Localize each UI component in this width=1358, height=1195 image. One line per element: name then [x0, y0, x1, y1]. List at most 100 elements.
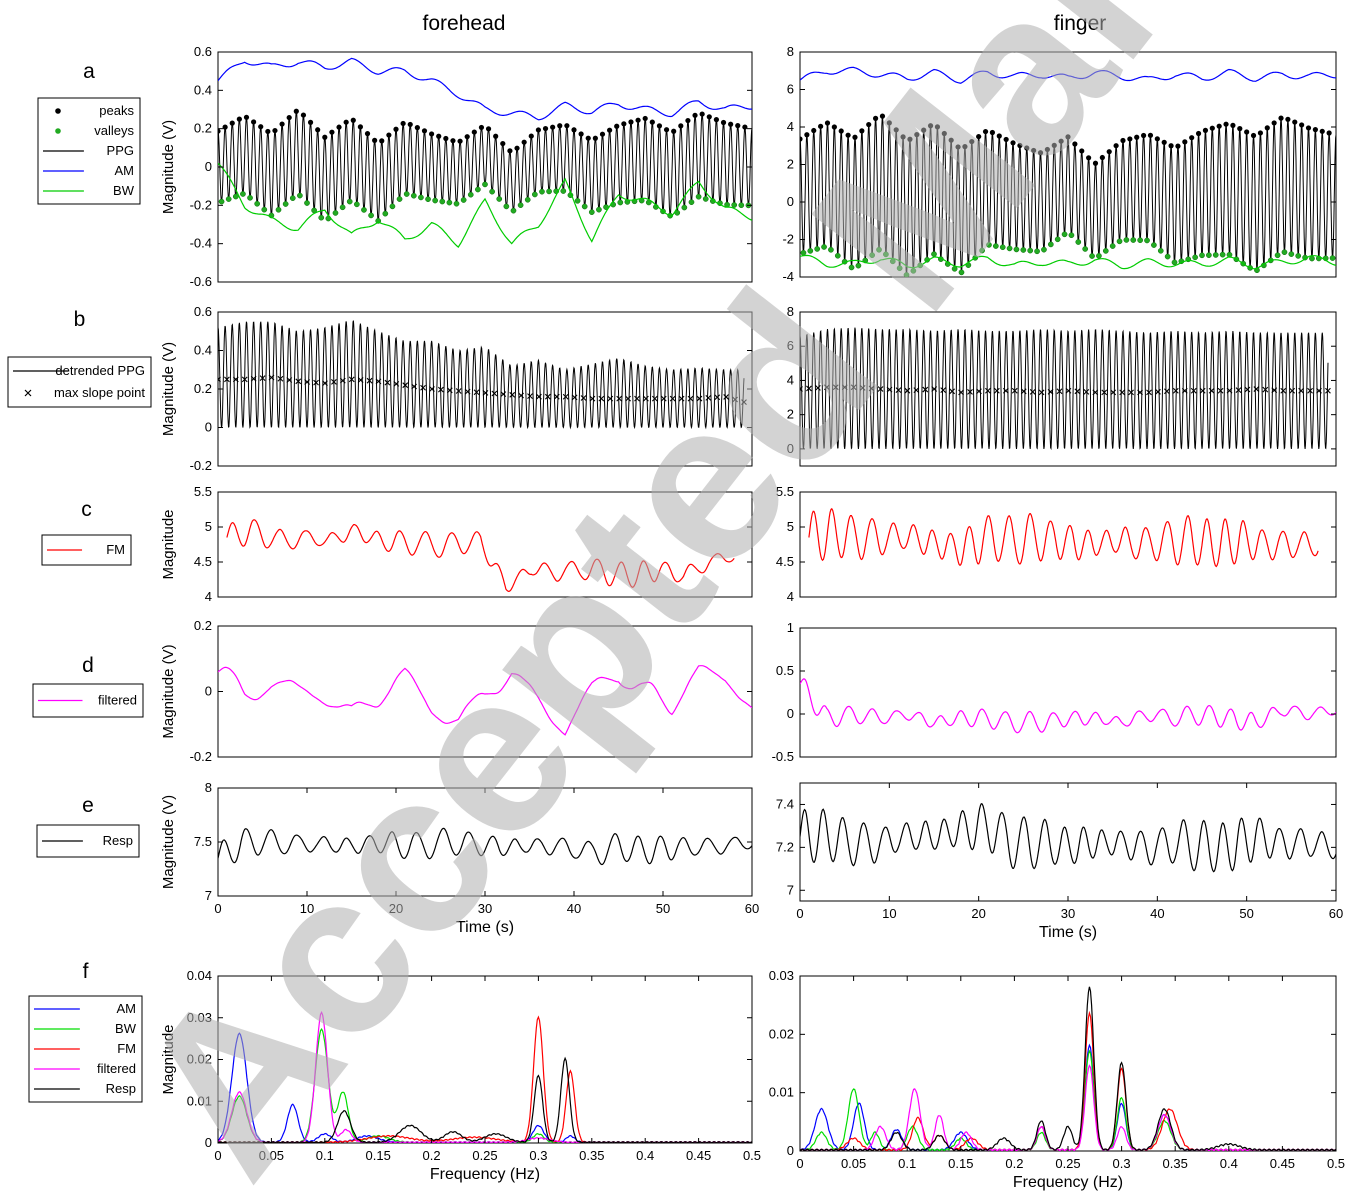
- valley-marker: [1013, 246, 1020, 253]
- series-resp: [218, 1056, 752, 1143]
- valley-marker: [1027, 247, 1034, 254]
- peak-marker: [818, 123, 824, 129]
- max-slope-marker: [1101, 389, 1108, 396]
- peak-marker: [343, 119, 349, 125]
- series-fm: [808, 507, 1319, 568]
- max-slope-marker: [339, 377, 346, 384]
- peak-marker: [1244, 129, 1250, 135]
- peak-marker: [542, 125, 549, 132]
- valley-marker: [1212, 252, 1219, 258]
- peak-marker: [1299, 122, 1305, 128]
- x-tick-label: 10: [882, 906, 896, 921]
- y-tick-label: 5: [205, 519, 212, 534]
- max-slope-marker: [482, 389, 489, 396]
- peak-marker: [742, 124, 748, 130]
- max-slope-marker: [607, 395, 614, 402]
- valley-marker: [1061, 231, 1068, 238]
- valley-marker: [346, 198, 353, 205]
- valley-marker: [574, 197, 581, 204]
- max-slope-marker: [1137, 389, 1143, 396]
- x-tick-label: 50: [656, 901, 670, 916]
- valley-marker: [581, 203, 588, 210]
- max-slope-marker: [295, 378, 302, 385]
- max-slope-marker: [1208, 387, 1215, 394]
- max-slope-marker: [366, 377, 373, 384]
- y-tick-label: 2: [787, 157, 794, 172]
- x-axis-label: Frequency (Hz): [1013, 1174, 1123, 1191]
- max-slope-marker: [1029, 388, 1036, 395]
- max-slope-marker: [993, 387, 1000, 394]
- peak-marker: [859, 128, 865, 134]
- valley-marker: [869, 252, 876, 259]
- peak-marker: [1065, 134, 1071, 140]
- series-am: [218, 57, 752, 121]
- peak-marker: [969, 138, 975, 145]
- peak-marker: [1326, 130, 1332, 136]
- data-layer: [218, 320, 747, 430]
- valley-marker: [489, 188, 495, 195]
- series-max-slope-point: [218, 374, 747, 405]
- valley-marker: [1157, 247, 1164, 254]
- y-tick-label: 4.5: [194, 554, 212, 569]
- valley-marker: [1075, 239, 1082, 245]
- max-slope-marker: [420, 384, 426, 391]
- peak-marker: [1195, 130, 1202, 137]
- y-tick-label: 8: [205, 780, 212, 795]
- signal-line: [808, 507, 1319, 568]
- legend-cross-swatch: [24, 389, 32, 397]
- peak-marker: [251, 119, 257, 125]
- valley-marker: [1329, 255, 1336, 261]
- peak-marker: [521, 139, 527, 145]
- peak-marker: [1092, 160, 1099, 166]
- peak-marker: [236, 116, 242, 122]
- y-tick-label: 5.5: [194, 484, 212, 499]
- y-tick-label: 0.4: [194, 343, 212, 358]
- peak-marker: [948, 137, 954, 143]
- series-filtered: [218, 665, 752, 736]
- max-slope-marker: [669, 395, 676, 402]
- x-tick-label: 40: [567, 901, 581, 916]
- x-tick-label: 60: [745, 901, 759, 916]
- valley-marker: [695, 193, 702, 200]
- valley-marker: [1295, 253, 1302, 259]
- peak-marker: [692, 112, 698, 118]
- legend-c: c FM: [41, 498, 132, 566]
- peak-marker: [400, 120, 406, 127]
- max-slope-marker: [536, 393, 542, 400]
- peak-marker: [893, 127, 899, 133]
- legend-label: Resp: [103, 833, 133, 848]
- max-slope-marker: [259, 375, 266, 381]
- valley-marker: [297, 192, 303, 199]
- x-axis-label: Time (s): [456, 919, 514, 936]
- max-slope-marker: [985, 387, 991, 394]
- peak-marker: [450, 138, 456, 144]
- max-slope-marker: [1119, 389, 1126, 396]
- y-tick-label: 6: [787, 338, 794, 353]
- peak-marker: [886, 120, 892, 126]
- peak-marker: [571, 127, 577, 133]
- y-tick-label: -0.2: [190, 458, 212, 473]
- max-slope-marker: [1244, 386, 1251, 393]
- valley-marker: [482, 181, 488, 188]
- y-axis-label: Magnitude (V): [160, 644, 177, 738]
- series-ppg: [800, 113, 1336, 277]
- valley-marker: [339, 204, 346, 211]
- peak-marker: [528, 133, 534, 139]
- valley-marker: [992, 243, 999, 249]
- valley-marker: [903, 272, 910, 277]
- valley-marker: [1006, 245, 1013, 252]
- max-slope-marker: [322, 380, 328, 387]
- plot-area: [217, 491, 753, 598]
- valley-marker: [496, 196, 503, 202]
- valley-marker: [389, 203, 396, 210]
- max-slope-marker: [895, 387, 902, 394]
- series-bw: [800, 254, 1336, 270]
- valley-marker: [986, 242, 992, 248]
- peak-marker: [685, 117, 691, 124]
- max-slope-marker: [976, 388, 982, 395]
- peak-marker: [607, 127, 613, 133]
- peak-marker: [386, 132, 392, 138]
- max-slope-marker: [616, 395, 623, 402]
- peak-marker: [614, 123, 620, 129]
